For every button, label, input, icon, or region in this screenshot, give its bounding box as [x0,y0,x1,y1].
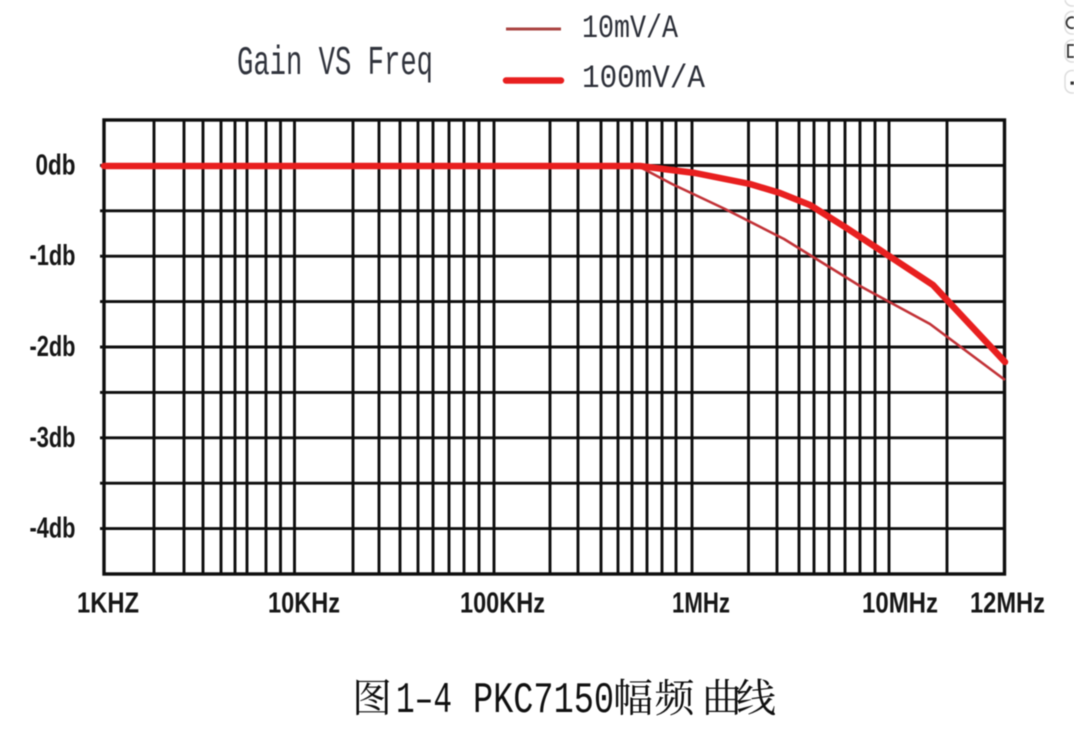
svg-text:-1db: -1db [30,240,76,272]
svg-text:Gain VS Freq: Gain VS Freq [237,41,433,87]
svg-text:100mV/A: 100mV/A [582,60,706,97]
svg-text:100KHz: 100KHz [460,588,545,620]
svg-text:PKC7150: PKC7150 [473,676,614,726]
svg-text:0db: 0db [36,149,76,181]
svg-text:10MHz: 10MHz [862,588,938,620]
svg-text:12MHz: 12MHz [970,588,1045,620]
svg-text:1MHz: 1MHz [672,588,730,620]
svg-text:1–4: 1–4 [396,676,452,726]
svg-text:-3db: -3db [30,422,76,454]
svg-text:10mV/A: 10mV/A [582,10,679,47]
svg-text:10KHz: 10KHz [268,588,340,620]
svg-text:1KHZ: 1KHZ [77,588,139,620]
svg-text:-2db: -2db [30,331,76,363]
svg-text:-4db: -4db [30,513,76,545]
